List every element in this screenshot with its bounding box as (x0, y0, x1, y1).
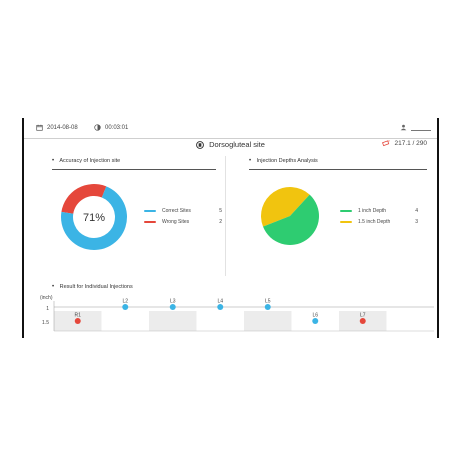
legend-label: 1.5 inch Depth (358, 218, 391, 225)
page-title-row: Dorsogluteal site (24, 140, 437, 151)
injection-point-l5[interactable] (264, 304, 271, 310)
legend-value: 4 (415, 207, 418, 214)
injection-point-label: L4 (217, 299, 223, 305)
injection-site-icon (196, 140, 204, 149)
accuracy-heading: Accuracy of Injection site (52, 158, 120, 164)
injection-point-l3[interactable] (169, 304, 176, 310)
syringe-icon (382, 140, 391, 147)
legend-value: 2 (219, 218, 222, 225)
depth-band (149, 311, 197, 331)
depth-band (244, 311, 292, 331)
user-icon (400, 124, 407, 131)
results-window: 2014-08-08 00:03:01 Dorsogluteal site (22, 118, 439, 338)
session-date: 2014-08-08 (47, 124, 78, 131)
accuracy-heading-text: Accuracy of Injection site (59, 158, 121, 164)
injection-point-label: L3 (170, 299, 176, 305)
injection-point-label: L5 (265, 299, 271, 305)
clock-icon (94, 124, 101, 131)
legend-swatch (340, 209, 352, 212)
page-title: Dorsogluteal site (209, 140, 265, 149)
legend-item-1-5-inch: 1.5 inch Depth 3 (340, 216, 418, 227)
individual-injections-chart: (inch) 1 1.5 R1 L2 L3 L4 L5 L6 L7 (40, 295, 434, 332)
injection-point-label: L6 (312, 313, 318, 319)
user-name (411, 125, 431, 131)
legend-label: 1 inch Depth (358, 207, 387, 214)
legend-value: 5 (219, 207, 222, 214)
depths-pie-chart (261, 186, 319, 245)
depths-heading-text: Injection Depths Analysis (256, 158, 318, 164)
y-tick-label: 1 (46, 306, 49, 312)
session-timer: 00:03:01 (105, 124, 129, 131)
y-tick-label: 1.5 (42, 320, 49, 326)
injection-point-l4[interactable] (217, 304, 224, 310)
status-bar: 2014-08-08 00:03:01 (24, 118, 437, 139)
calendar-icon (36, 124, 43, 131)
injection-point-label: R1 (75, 313, 82, 319)
depths-legend: 1 inch Depth 4 1.5 inch Depth 3 (340, 205, 418, 227)
legend-item-correct: Correct Sites 5 (144, 205, 222, 216)
date-group: 2014-08-08 (36, 124, 78, 131)
results-heading: Result for Individual Injections (52, 284, 133, 290)
timer-group: 00:03:01 (94, 124, 128, 131)
accuracy-center-label: 71% (83, 212, 105, 224)
score-value: 217.1 / 290 (394, 140, 427, 147)
y-unit-label: (inch) (40, 295, 53, 301)
legend-value: 3 (415, 218, 418, 225)
results-heading-text: Result for Individual Injections (59, 284, 133, 290)
legend-item-1-inch: 1 inch Depth 4 (340, 205, 418, 216)
injection-point-label: L7 (360, 313, 366, 319)
slice-correct-sites (61, 186, 127, 250)
legend-swatch (144, 220, 156, 223)
legend-item-wrong: Wrong Sites 2 (144, 216, 222, 227)
injection-point-l2[interactable] (122, 304, 129, 310)
slice-wrong-sites (61, 184, 107, 214)
panel-divider (225, 156, 226, 276)
depths-rule (249, 169, 427, 170)
legend-label: Wrong Sites (162, 218, 190, 225)
slice-1-5-inch-depth (261, 186, 310, 227)
accuracy-legend: Correct Sites 5 Wrong Sites 2 (144, 205, 222, 227)
legend-swatch (144, 209, 156, 212)
legend-label: Correct Sites (162, 207, 191, 214)
slice-1-inch-depth (263, 194, 319, 245)
depths-heading: Injection Depths Analysis (249, 158, 318, 164)
score-display: 217.1 / 290 (382, 140, 427, 147)
user-group[interactable] (400, 124, 431, 131)
legend-swatch (340, 220, 352, 223)
accuracy-donut-chart: 71% (61, 184, 127, 250)
injection-point-label: L2 (122, 299, 128, 305)
accuracy-rule (52, 169, 216, 170)
injection-point-r1[interactable] (74, 318, 81, 324)
injection-point-l7[interactable] (359, 318, 366, 324)
injection-point-l6[interactable] (312, 318, 319, 324)
